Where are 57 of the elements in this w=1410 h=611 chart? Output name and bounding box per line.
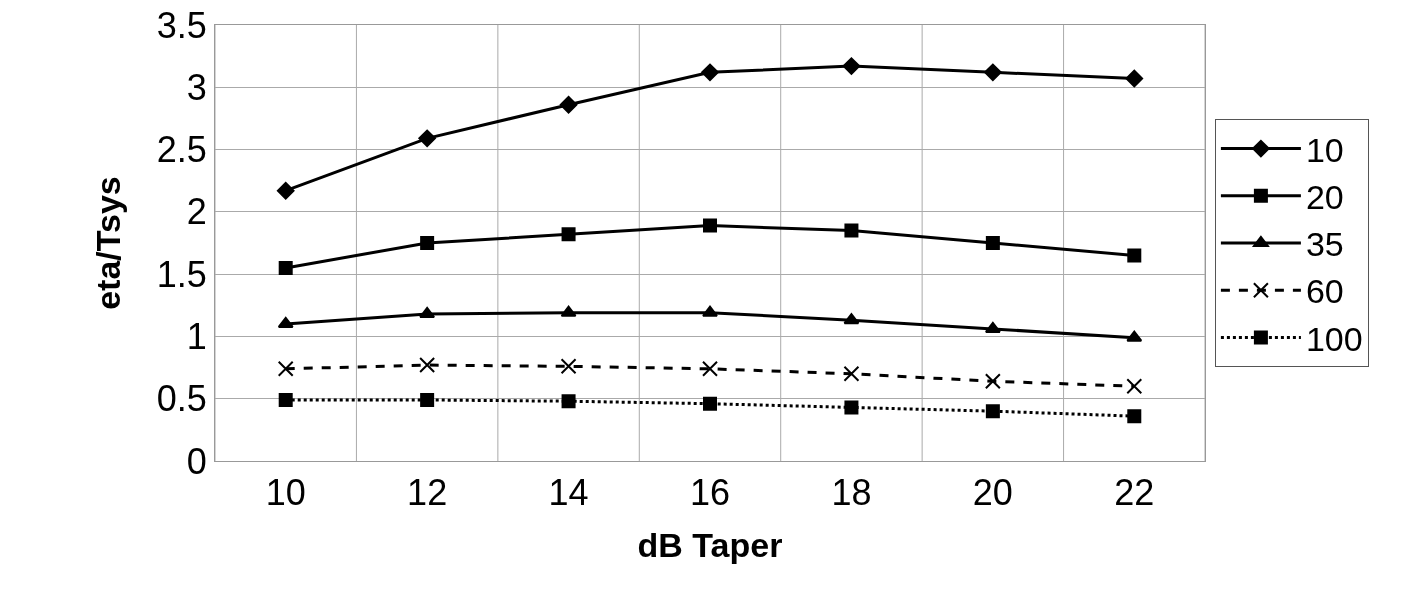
y-tick-label: 2.5 xyxy=(156,129,207,171)
point xyxy=(984,63,1002,82)
point xyxy=(1126,330,1143,342)
y-tick-label: 0 xyxy=(186,440,207,482)
point xyxy=(703,396,717,411)
point xyxy=(701,63,719,82)
point xyxy=(420,392,435,407)
legend-label: 60 xyxy=(1305,272,1344,311)
point xyxy=(278,392,293,407)
x-tick-label: 14 xyxy=(548,472,589,514)
y-axis-title: eta/Tsys xyxy=(89,176,128,310)
point xyxy=(984,373,1001,390)
point xyxy=(703,218,717,233)
legend-label: 35 xyxy=(1305,225,1344,264)
x-tick-label: 12 xyxy=(407,472,448,514)
y-tick-label: 1 xyxy=(186,316,207,358)
point xyxy=(276,181,295,200)
point xyxy=(277,360,294,377)
point xyxy=(419,357,436,374)
point xyxy=(418,129,436,148)
x-tick-label: 18 xyxy=(831,472,872,514)
point xyxy=(702,305,718,317)
point xyxy=(702,360,718,377)
point xyxy=(842,57,861,75)
point xyxy=(278,260,293,275)
x-tick-label: 16 xyxy=(689,472,731,514)
point xyxy=(1125,69,1144,88)
point xyxy=(560,305,577,317)
point xyxy=(844,223,859,238)
x-tick-label: 20 xyxy=(972,472,1013,514)
y-tick-label: 1.5 xyxy=(156,253,207,295)
point xyxy=(277,316,294,328)
point xyxy=(985,236,1000,250)
point xyxy=(559,95,578,114)
x-tick-label: 22 xyxy=(1114,472,1155,514)
x-tick-label: 10 xyxy=(265,472,306,514)
y-tick-label: 3.5 xyxy=(156,4,207,46)
point xyxy=(561,227,576,242)
point xyxy=(420,236,435,250)
point xyxy=(1127,409,1142,424)
point xyxy=(1127,248,1142,263)
x-axis-title: dB Taper xyxy=(637,525,783,564)
point xyxy=(843,313,860,325)
point xyxy=(561,394,576,409)
point xyxy=(419,307,436,319)
point xyxy=(560,358,577,375)
legend-label: 10 xyxy=(1305,130,1344,169)
point xyxy=(844,400,859,415)
point xyxy=(984,321,1001,333)
y-tick-label: 3 xyxy=(186,66,207,108)
legend-label: 100 xyxy=(1305,319,1363,358)
legend-label: 20 xyxy=(1305,178,1344,217)
point xyxy=(985,404,1000,419)
y-tick-label: 0.5 xyxy=(156,378,207,420)
y-tick-label: 2 xyxy=(186,191,207,233)
point xyxy=(843,365,860,382)
point xyxy=(1126,378,1143,395)
